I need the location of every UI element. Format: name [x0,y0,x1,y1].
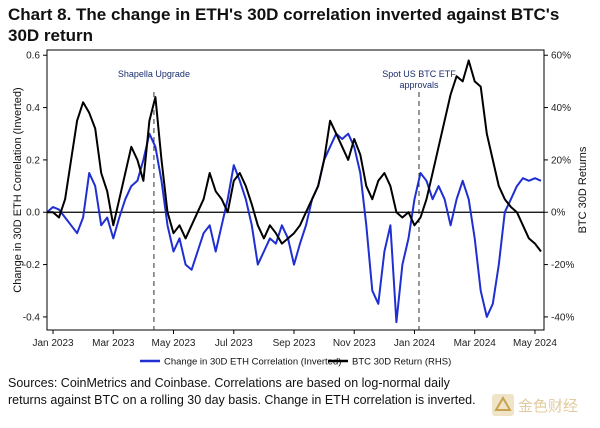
x-tick-label: Jul 2023 [215,338,253,349]
y-tick-label: -0.2 [23,260,41,271]
y-axis-ticks: -0.4 -0.2 0.0 0.2 0.4 0.6 [23,51,47,323]
x-tick-label: Sep 2023 [273,338,316,349]
logo-icon [492,394,514,416]
y-tick-label: 0.2 [26,155,40,166]
y2-axis-ticks: -40% -20% 0% 20% 40% 60% [544,51,574,323]
annotation-label: Shapella Upgrade [118,69,190,79]
y2-tick-label: -20% [551,260,574,271]
y2-tick-label: -40% [551,312,574,323]
annotation-label: approvals [399,80,439,90]
y-axis-label: Change in 30D ETH Correlation (Inverted) [12,87,24,292]
plot-border [46,49,545,331]
chart: Shapella Upgrade Spot US BTC ETFapprovals… [12,49,589,368]
legend-label: BTC 30D Return (RHS) [352,357,451,368]
logo-text: 金色财经 [518,397,578,415]
x-tick-label: May 2023 [152,338,196,349]
y-tick-label: 0.0 [26,208,40,219]
x-tick-label: Nov 2023 [333,338,376,349]
y-tick-label: 0.6 [26,51,40,62]
legend-label: Change in 30D ETH Correlation (Inverted) [164,357,341,368]
chart-title: Chart 8. The change in ETH's 30D correla… [8,5,560,45]
annotation-label: Spot US BTC ETF [382,69,456,79]
x-tick-label: Jan 2024 [394,338,436,349]
series-lines [46,59,542,324]
source-note: Sources: CoinMetrics and Coinbase. Corre… [8,376,476,407]
x-tick-label: Mar 2023 [92,338,135,349]
eth-correlation-line [46,132,542,324]
x-tick-label: Jan 2023 [32,338,74,349]
legend: Change in 30D ETH Correlation (Inverted)… [140,357,451,368]
y2-tick-label: 20% [551,155,571,166]
btc-return-line [47,59,542,253]
logo: 金色财经 [492,394,578,416]
y-tick-label: 0.4 [26,103,40,114]
x-tick-label: Mar 2024 [454,338,497,349]
y-tick-label: -0.4 [23,312,41,323]
x-tick-label: May 2024 [513,338,557,349]
y2-tick-label: 60% [551,51,571,62]
y2-tick-label: 40% [551,103,571,114]
x-axis-ticks: Jan 2023 Mar 2023 May 2023 Jul 2023 Sep 2023… [32,330,557,349]
y2-tick-label: 0% [551,208,566,219]
y2-axis-label: BTC 30D Returns [577,146,589,233]
